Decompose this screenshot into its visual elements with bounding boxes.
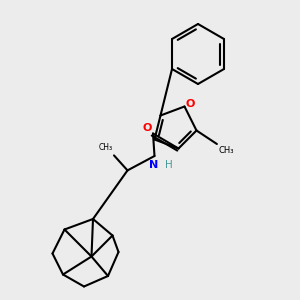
Text: CH₃: CH₃ (98, 143, 112, 152)
Text: O: O (185, 99, 195, 109)
Text: O: O (142, 123, 152, 133)
Text: N: N (149, 160, 158, 170)
Text: H: H (165, 160, 173, 170)
Text: CH₃: CH₃ (218, 146, 234, 155)
